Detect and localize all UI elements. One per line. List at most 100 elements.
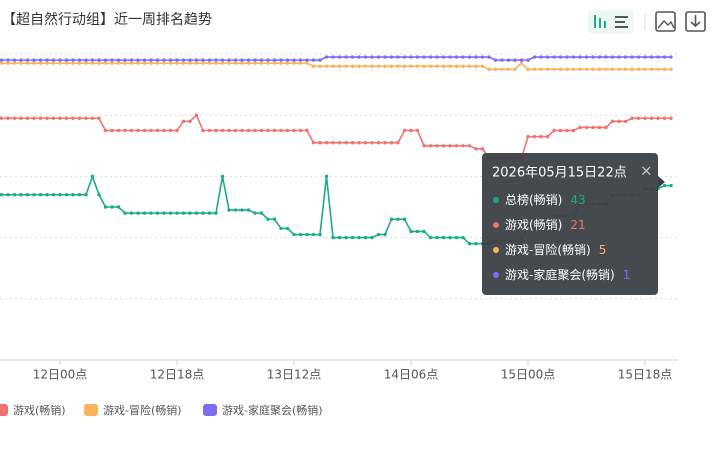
- data-point: [259, 58, 264, 62]
- data-point: [64, 193, 69, 197]
- tooltip-close[interactable]: ×: [640, 162, 653, 180]
- data-point: [142, 58, 147, 62]
- download-button[interactable]: [685, 11, 706, 32]
- data-point: [565, 128, 569, 133]
- data-point: [597, 125, 602, 130]
- data-point: [240, 61, 244, 65]
- data-point: [324, 55, 329, 59]
- data-point: [51, 61, 56, 65]
- data-point: [415, 128, 420, 133]
- tooltip-marker: [493, 272, 499, 278]
- data-point: [337, 55, 342, 59]
- data-point: [246, 128, 251, 133]
- data-point: [617, 119, 621, 124]
- data-point: [259, 211, 264, 215]
- data-point: [584, 55, 589, 59]
- data-point: [279, 226, 283, 231]
- data-point: [448, 144, 452, 148]
- data-point: [292, 232, 296, 237]
- data-point: [214, 211, 218, 215]
- data-point: [402, 217, 407, 221]
- data-point: [454, 144, 459, 148]
- data-point: [409, 55, 413, 59]
- data-point: [45, 58, 49, 62]
- data-point: [636, 116, 641, 120]
- data-point: [630, 116, 634, 120]
- data-point: [136, 211, 140, 215]
- tooltip-value: 5: [599, 243, 607, 257]
- data-point: [136, 58, 140, 62]
- data-point: [337, 141, 342, 145]
- data-point: [45, 116, 49, 120]
- data-point: [129, 211, 134, 215]
- data-point: [123, 61, 127, 65]
- data-point: [266, 217, 270, 221]
- data-point: [155, 61, 160, 65]
- data-point: [0, 193, 4, 197]
- series-line: [1, 56, 671, 61]
- data-point: [357, 55, 361, 59]
- data-point: [285, 61, 290, 65]
- data-point: [246, 208, 251, 212]
- data-point: [461, 64, 465, 68]
- data-point: [448, 235, 452, 240]
- x-tick-label: 12日18点: [150, 368, 205, 382]
- data-point: [441, 235, 446, 240]
- data-point: [123, 128, 127, 133]
- data-point: [97, 61, 101, 65]
- data-point: [318, 232, 322, 237]
- data-point: [428, 55, 433, 59]
- image-button[interactable]: [655, 11, 676, 32]
- data-point: [578, 55, 582, 59]
- data-point: [409, 64, 413, 68]
- data-point: [552, 55, 556, 59]
- data-point: [90, 174, 95, 179]
- data-point: [253, 211, 257, 215]
- tooltip-series-name: 总榜(畅销): [505, 192, 562, 207]
- data-point: [201, 61, 205, 65]
- x-tick-label: 14日06点: [384, 368, 439, 382]
- data-point: [149, 61, 153, 65]
- data-point: [376, 232, 381, 237]
- data-point: [597, 55, 602, 59]
- data-point: [110, 58, 114, 62]
- data-point: [337, 64, 342, 68]
- data-point: [25, 61, 30, 65]
- tooltip-marker: [493, 247, 499, 253]
- data-point: [656, 116, 660, 120]
- data-point: [454, 55, 459, 59]
- data-point: [175, 211, 179, 215]
- data-point: [428, 144, 433, 148]
- data-point: [415, 64, 420, 68]
- data-point: [344, 64, 348, 68]
- data-point: [467, 64, 472, 68]
- data-point: [12, 116, 17, 120]
- data-point: [19, 193, 23, 197]
- data-point: [6, 193, 10, 197]
- data-point: [246, 58, 251, 62]
- data-point: [422, 229, 426, 234]
- data-point: [38, 193, 43, 197]
- data-point: [383, 64, 387, 68]
- data-point: [19, 61, 23, 65]
- data-point: [662, 183, 667, 188]
- data-point: [480, 147, 485, 151]
- data-point: [461, 235, 465, 240]
- series-line: [1, 113, 671, 159]
- data-point: [220, 128, 225, 133]
- data-point: [545, 67, 550, 72]
- data-point: [240, 58, 244, 62]
- x-tick-label: 13日12点: [267, 368, 322, 382]
- data-point: [558, 128, 563, 133]
- data-point: [155, 58, 160, 62]
- data-point: [305, 128, 309, 133]
- data-point: [207, 58, 212, 62]
- x-tick-label: 12日00点: [33, 368, 88, 382]
- data-point: [123, 211, 127, 215]
- data-point: [610, 119, 615, 124]
- data-point: [103, 128, 108, 133]
- data-point: [155, 128, 160, 133]
- data-point: [272, 61, 277, 65]
- data-point: [604, 67, 608, 72]
